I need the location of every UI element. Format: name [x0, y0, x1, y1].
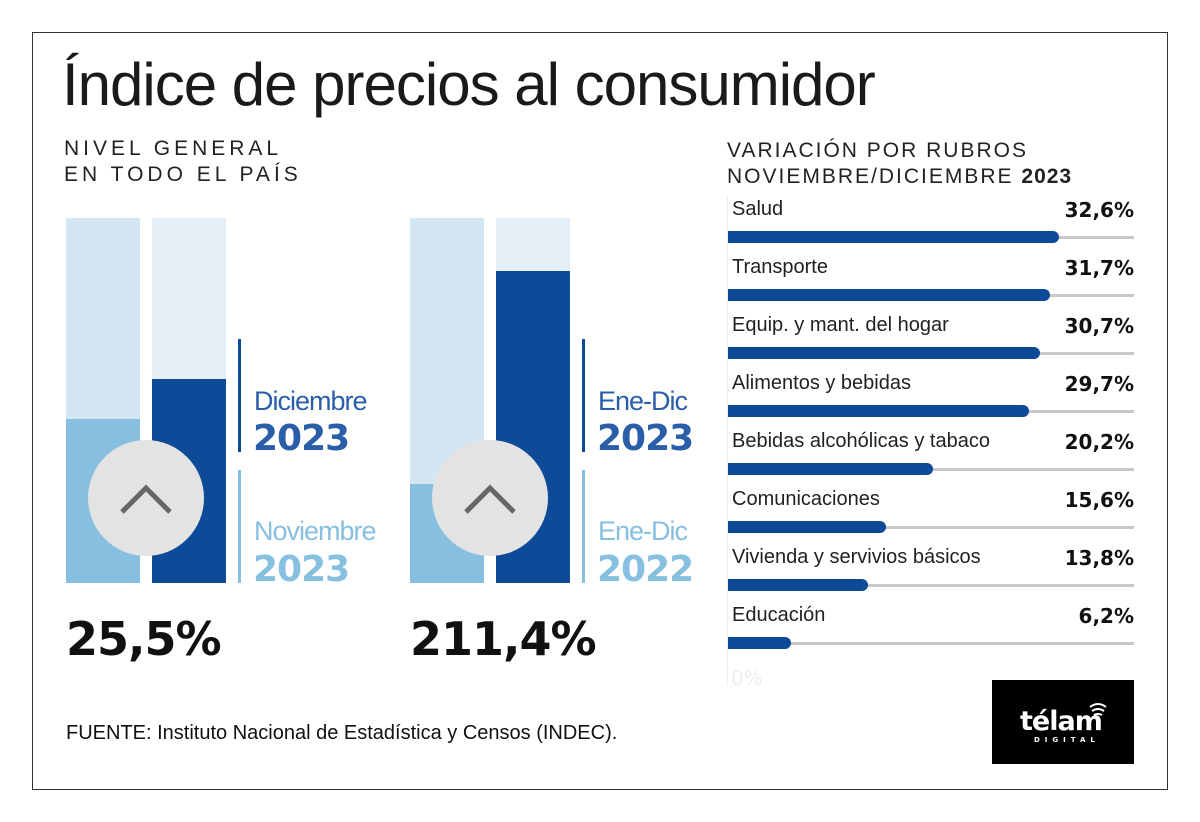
- category-value: 6,2%: [1078, 604, 1134, 628]
- category-row: Alimentos y bebidas 29,7%: [728, 372, 1134, 430]
- axis-zero-label: 0%: [731, 666, 763, 690]
- page-title: Índice de precios al consumidor: [62, 51, 876, 118]
- increase-badge: [88, 440, 204, 556]
- category-value: 13,8%: [1064, 546, 1134, 570]
- bar-track: [728, 642, 1134, 645]
- category-label: Vivienda y servivios básicos: [732, 546, 981, 568]
- category-value: 31,7%: [1064, 256, 1134, 280]
- category-row: Bebidas alcohólicas y tabaco 20,2%: [728, 430, 1134, 488]
- legend-line: [238, 339, 241, 452]
- category-label: Bebidas alcohólicas y tabaco: [732, 430, 990, 452]
- category-bar: [728, 637, 791, 649]
- chevron-up-icon: [120, 484, 172, 514]
- svg-text:télam: télam: [1020, 706, 1102, 737]
- category-label: Alimentos y bebidas: [732, 372, 911, 394]
- category-value: 30,7%: [1064, 314, 1134, 338]
- headline-value: 25,5%: [66, 612, 222, 666]
- legend-label: Noviembre: [254, 516, 377, 546]
- category-bar: [728, 579, 869, 591]
- subtitle-line: EN TODO EL PAÍS: [64, 163, 302, 186]
- category-label: Comunicaciones: [732, 488, 880, 510]
- telam-logo: télam DIGITAL: [992, 680, 1134, 764]
- category-label: Educación: [732, 604, 826, 626]
- right-subtitle: VARIACIÓN POR RUBROS NOVIEMBRE/DICIEMBRE…: [727, 138, 1072, 190]
- legend-year: 2022: [597, 549, 694, 590]
- subtitle-line: NOVIEMBRE/DICIEMBRE: [727, 165, 1014, 188]
- category-row: Educación 6,2%: [728, 604, 1134, 662]
- category-bar: [728, 405, 1030, 417]
- legend-line: [582, 339, 585, 452]
- bar-track: [728, 526, 1134, 529]
- category-label: Equip. y mant. del hogar: [732, 314, 949, 336]
- category-bar: [728, 231, 1059, 243]
- increase-badge: [432, 440, 548, 556]
- category-row: Vivienda y servivios básicos 13,8%: [728, 546, 1134, 604]
- category-bar: [728, 289, 1050, 301]
- svg-text:DIGITAL: DIGITAL: [1034, 736, 1100, 744]
- category-value: 32,6%: [1064, 198, 1134, 222]
- legend-year: 2023: [253, 549, 350, 590]
- legend-year: 2023: [253, 418, 350, 459]
- category-bar: [728, 463, 934, 475]
- category-value: 29,7%: [1064, 372, 1134, 396]
- source-note: FUENTE: Instituto Nacional de Estadístic…: [66, 722, 618, 744]
- legend-year: 2023: [597, 418, 694, 459]
- category-bar: [728, 347, 1040, 359]
- subtitle-line: NIVEL GENERAL: [64, 137, 283, 160]
- category-value: 15,6%: [1064, 488, 1134, 512]
- legend-label: Ene-Dic: [598, 516, 688, 546]
- category-label: Transporte: [732, 256, 828, 278]
- legend-line: [238, 470, 241, 583]
- category-row: Equip. y mant. del hogar 30,7%: [728, 314, 1134, 372]
- category-value: 20,2%: [1064, 430, 1134, 454]
- category-row: Salud 32,6%: [728, 198, 1134, 256]
- infographic-frame: [32, 32, 1168, 790]
- category-row: Comunicaciones 15,6%: [728, 488, 1134, 546]
- subtitle-line: VARIACIÓN POR RUBROS: [727, 139, 1028, 162]
- legend-label: Diciembre: [254, 386, 368, 416]
- subtitle-year: 2023: [1021, 165, 1073, 188]
- axis-line: [727, 196, 728, 686]
- legend-label: Ene-Dic: [598, 386, 688, 416]
- left-subtitle: NIVEL GENERAL EN TODO EL PAÍS: [64, 136, 302, 188]
- category-bar: [728, 521, 887, 533]
- bar-track: [728, 584, 1134, 587]
- legend-line: [582, 470, 585, 583]
- category-row: Transporte 31,7%: [728, 256, 1134, 314]
- category-label: Salud: [732, 198, 784, 220]
- headline-value: 211,4%: [410, 612, 597, 666]
- chevron-up-icon: [464, 484, 516, 514]
